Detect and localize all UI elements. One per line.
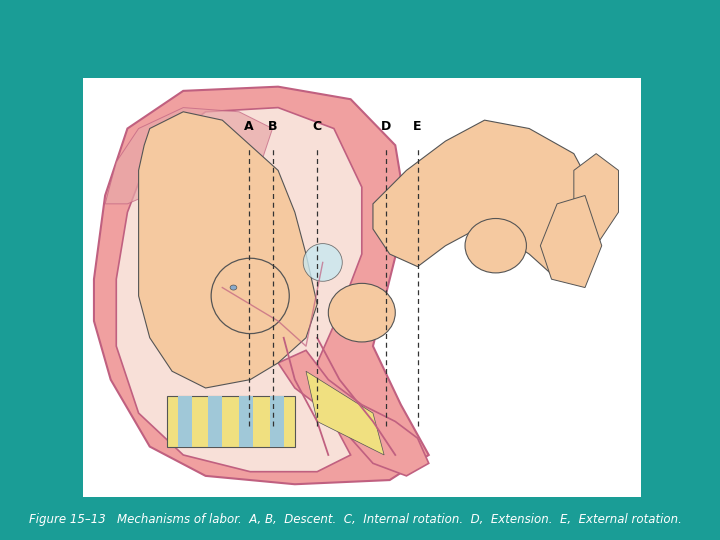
Polygon shape — [574, 154, 618, 246]
FancyBboxPatch shape — [83, 78, 641, 497]
Polygon shape — [178, 396, 192, 447]
Polygon shape — [373, 120, 596, 279]
Ellipse shape — [328, 284, 395, 342]
Polygon shape — [94, 87, 429, 484]
Text: E: E — [413, 120, 422, 133]
Ellipse shape — [211, 258, 289, 334]
Ellipse shape — [303, 244, 342, 281]
Polygon shape — [270, 396, 284, 447]
Polygon shape — [117, 107, 362, 472]
Text: C: C — [312, 120, 322, 133]
Polygon shape — [540, 195, 602, 287]
Polygon shape — [166, 396, 295, 447]
Text: B: B — [268, 120, 277, 133]
Polygon shape — [306, 372, 384, 455]
Text: A: A — [244, 120, 254, 133]
Polygon shape — [105, 107, 272, 204]
Polygon shape — [278, 350, 429, 476]
Text: Figure 15–13   Mechanisms of labor.  A, B,  Descent.  C,  Internal rotation.  D,: Figure 15–13 Mechanisms of labor. A, B, … — [29, 513, 682, 526]
Ellipse shape — [230, 285, 237, 290]
Polygon shape — [208, 396, 222, 447]
Text: D: D — [381, 120, 391, 133]
Polygon shape — [239, 396, 253, 447]
Ellipse shape — [465, 219, 526, 273]
Polygon shape — [138, 112, 318, 388]
